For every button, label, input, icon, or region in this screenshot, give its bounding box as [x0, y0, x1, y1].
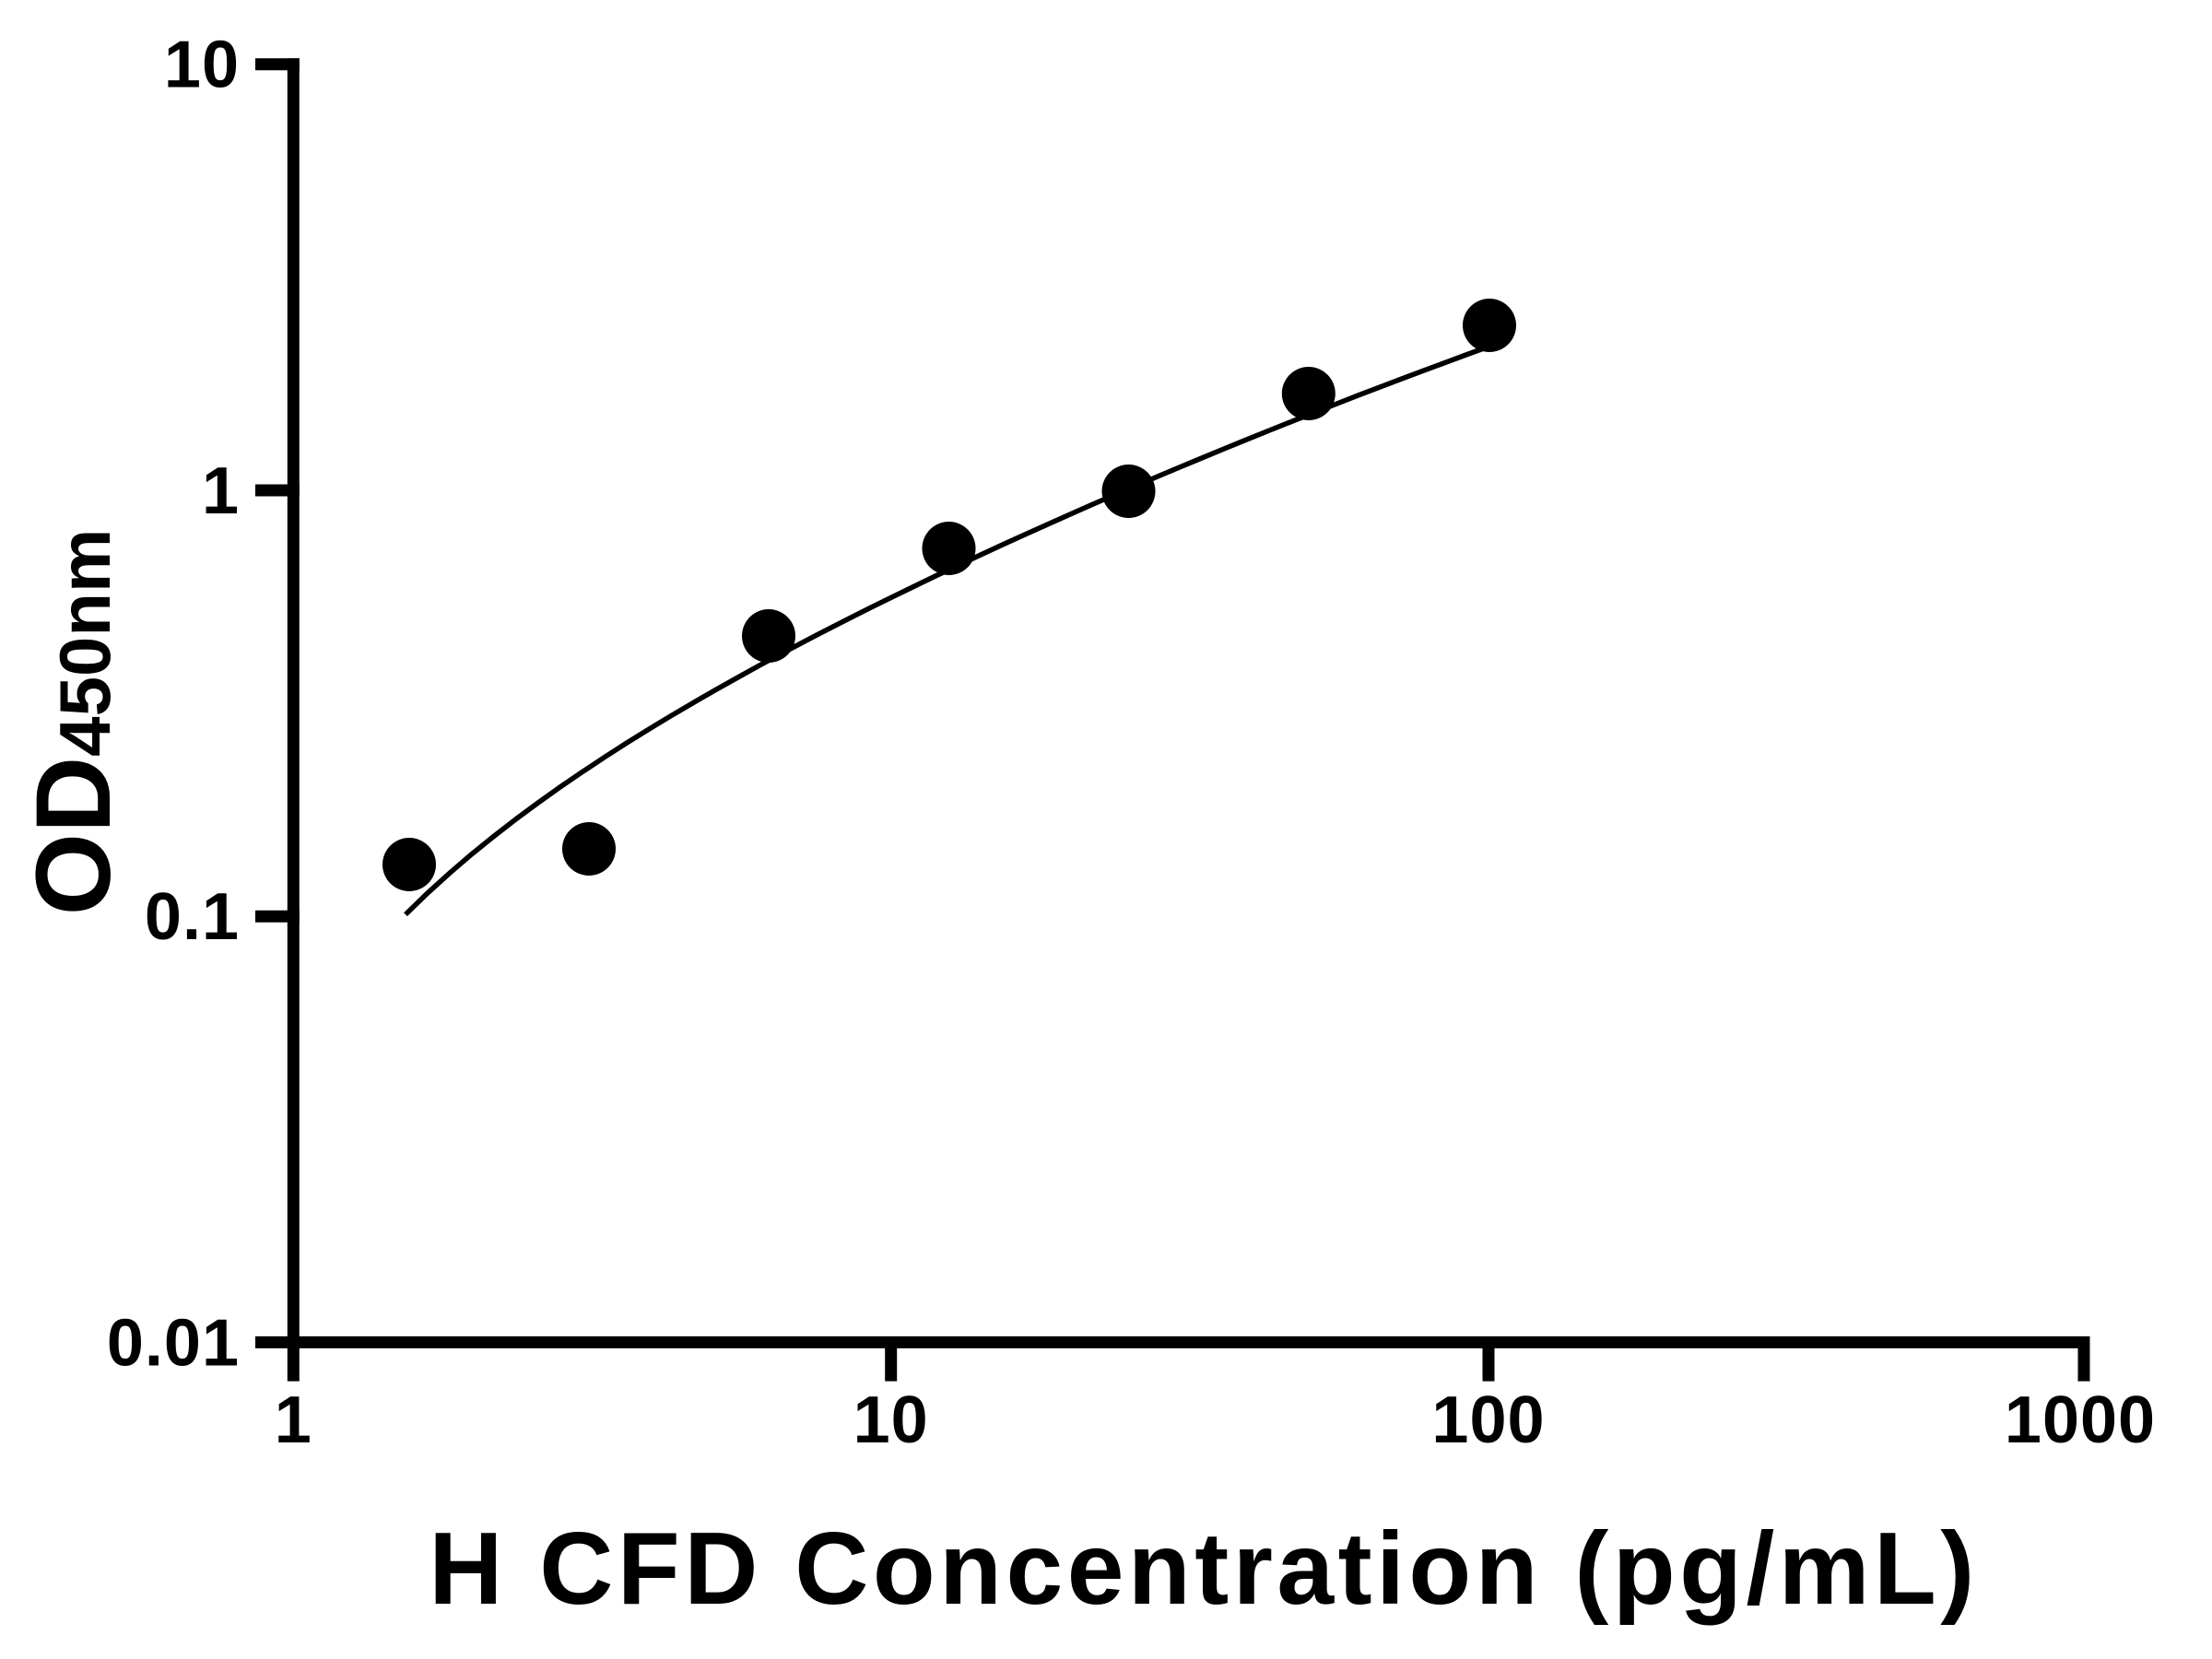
svg-text:0.1: 0.1: [145, 880, 240, 954]
svg-text:H CFD Concentration (pg/mL): H CFD Concentration (pg/mL): [429, 1512, 1979, 1626]
svg-text:0.01: 0.01: [107, 1306, 240, 1380]
svg-text:OD450nm: OD450nm: [15, 529, 133, 916]
svg-text:1000: 1000: [2005, 1383, 2156, 1457]
svg-text:10: 10: [853, 1383, 929, 1457]
svg-text:1: 1: [202, 454, 240, 528]
svg-text:10: 10: [164, 29, 240, 102]
svg-text:100: 100: [1431, 1383, 1545, 1457]
svg-text:1: 1: [275, 1383, 312, 1457]
